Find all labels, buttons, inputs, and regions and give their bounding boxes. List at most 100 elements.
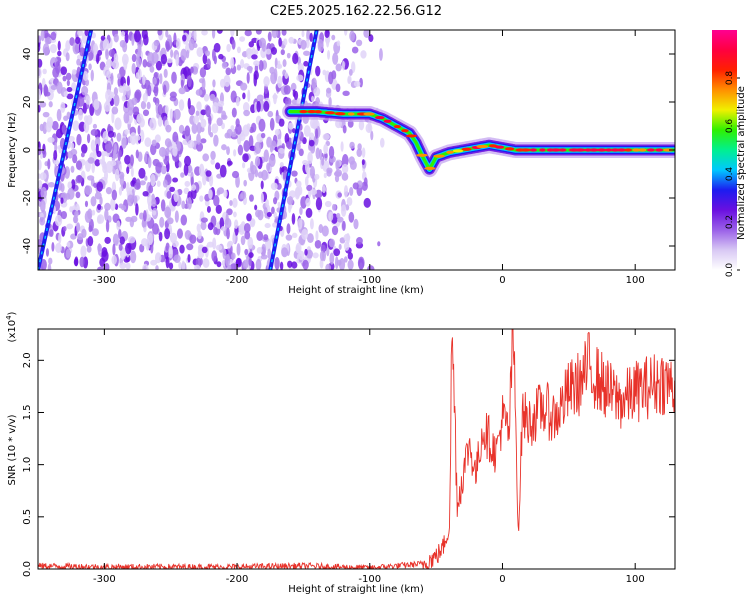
spectrogram-noise-blob <box>100 35 106 41</box>
snr-axes: -300 -200 -100 0 100 0.0 0.5 1.0 1.5 2.0 <box>22 329 675 585</box>
spectrogram-noise-blob <box>179 244 185 254</box>
spectrogram-ridge-peak <box>393 124 401 129</box>
colorbar-tick-label: 0.8 <box>725 71 735 86</box>
spectrogram-noise-blob <box>321 185 326 194</box>
spectrogram-noise-blob <box>336 212 341 219</box>
spectrogram-noise-blob <box>151 139 157 147</box>
spectrogram-ridge-peak <box>529 148 537 152</box>
snr-background <box>38 329 675 569</box>
spectrogram-noise-blob <box>367 265 375 270</box>
spectrogram-noise-blob <box>104 202 111 211</box>
spectrogram-noise-blob <box>173 32 177 46</box>
spectrogram-noise-blob <box>113 53 119 64</box>
spectrogram-noise-blob <box>66 79 70 87</box>
spectrogram-noise-blob <box>126 166 130 174</box>
spectrogram-noise-blob <box>173 108 181 120</box>
spectrogram-noise-blob <box>210 150 216 161</box>
spectrogram-noise-blob <box>250 164 257 175</box>
spectrogram-noise-blob <box>58 233 62 244</box>
spectrogram-noise-blob <box>281 247 289 258</box>
spectrogram-noise-blob <box>96 181 104 192</box>
spectrogram-noise-blob <box>42 43 50 56</box>
spectrogram-noise-blob <box>119 262 127 269</box>
spectrogram-noise-blob <box>56 108 62 122</box>
spectrogram-noise-blob <box>39 152 44 160</box>
spectrogram-noise-blob <box>240 59 245 69</box>
spectrogram-noise-blob <box>141 219 146 228</box>
spectrogram-noise-blob <box>333 248 341 257</box>
y-tick-label: -20 <box>22 190 33 206</box>
spectrogram-noise-blob <box>67 150 73 159</box>
spectrogram-noise-blob <box>361 147 366 158</box>
spectrogram-noise-blob <box>285 234 293 241</box>
spectrogram-noise-blob <box>38 104 41 113</box>
spectrogram-noise-blob <box>67 187 75 200</box>
spectrogram-noise-blob <box>213 55 217 65</box>
spectrogram-noise-blob <box>346 196 353 206</box>
spectrogram-noise-blob <box>72 41 80 55</box>
spectrogram-noise-blob <box>331 225 339 236</box>
spectrogram-ridge-peak <box>655 148 664 152</box>
spectrogram-noise-blob <box>60 101 66 113</box>
spectrogram-noise-blob <box>349 30 355 42</box>
spectrogram-noise-blob <box>324 152 328 159</box>
spectrogram-noise-blob <box>158 146 167 157</box>
spectrogram-noise-blob <box>295 245 301 254</box>
spectrogram-noise-blob <box>111 189 118 201</box>
spectrogram-noise-blob <box>358 119 365 131</box>
spectrogram-ridge-peak <box>520 148 531 152</box>
spectrogram-noise-blob <box>42 68 47 75</box>
spectrogram-noise-blob <box>324 35 331 44</box>
spectrogram-noise-blob <box>180 172 185 178</box>
spectrogram-noise-blob <box>224 132 231 139</box>
spectrogram-noise-blob <box>150 143 157 156</box>
spectrogram-noise-blob <box>118 85 125 93</box>
spectrogram-noise-blob <box>113 33 119 43</box>
spectrogram-noise-blob <box>213 226 218 235</box>
spectrogram-noise-blob <box>146 101 151 110</box>
spectrogram-noise-blob <box>175 54 180 67</box>
spectrogram-noise-blob <box>39 172 47 181</box>
spectrogram-noise-blob <box>331 203 337 211</box>
spectrogram-noise-blob <box>260 192 265 204</box>
colorbar-ticks: 0.0 0.2 0.4 0.6 0.8 <box>725 71 740 277</box>
spectrogram-noise-blob <box>169 108 173 121</box>
spectrogram-ridge-peak <box>416 153 428 157</box>
snr-frame <box>37 328 676 570</box>
spectrogram-noise-blob <box>197 230 202 240</box>
spectrogram-noise-blob <box>173 254 181 263</box>
spectrogram-noise-blob <box>298 148 304 157</box>
spectrogram-noise-blob <box>47 158 51 170</box>
spectrogram-noise-blob <box>212 79 216 88</box>
spectrogram-noise-blob <box>79 47 85 57</box>
spectrogram-noise-blob <box>311 121 318 130</box>
spectrogram-noise-blob <box>291 128 296 134</box>
spectrogram-ridge-peak <box>632 148 641 152</box>
spectrogram-noise-blob <box>160 199 166 212</box>
spectrogram-noise-blob <box>178 261 182 269</box>
spectrogram-noise-blob <box>347 76 351 85</box>
spectrogram-noise-blob <box>309 32 313 43</box>
spectrogram-noise-blob <box>165 124 172 133</box>
spectrogram-noise-blob <box>298 185 303 196</box>
spectrogram-noise-blob <box>340 141 344 152</box>
spectrogram-ridge-peak <box>574 148 587 152</box>
x-tick-label: 0 <box>499 574 505 585</box>
spectrogram-noise-blob <box>124 129 129 135</box>
spectrogram-noise-blob <box>232 211 237 218</box>
spectrogram-noise-blob <box>142 74 146 86</box>
spectrogram-noise-blob <box>303 60 309 67</box>
spectrogram-noise-blob <box>244 230 251 240</box>
spectrogram-noise-blob <box>84 30 89 37</box>
spectrogram-ridge-peak <box>452 149 464 153</box>
spectrogram-noise-blob <box>39 101 47 108</box>
spectrogram-ridge <box>282 103 675 178</box>
spectrogram-noise-blob <box>88 63 92 71</box>
spectrogram-noise-blob <box>60 197 64 204</box>
spectrogram-noise-blob <box>321 225 329 237</box>
spectrogram-noise-blob <box>84 185 93 196</box>
spectrogram-noise-blob <box>147 84 152 97</box>
spectrogram-noise-blob <box>213 42 221 53</box>
spectrogram-noise-blob <box>242 124 250 137</box>
